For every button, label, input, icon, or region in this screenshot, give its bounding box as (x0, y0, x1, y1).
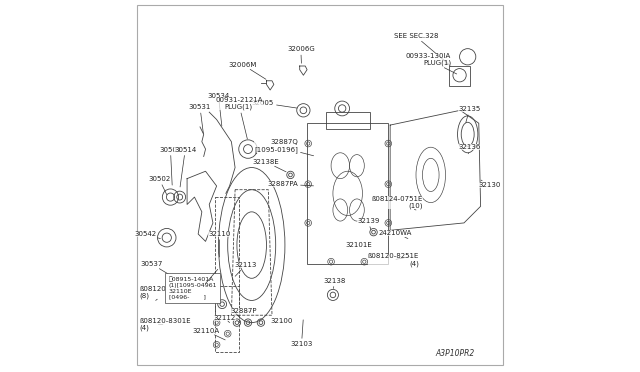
Text: 32139: 32139 (357, 218, 380, 230)
Text: 30514: 30514 (174, 147, 196, 187)
Text: 32006M: 32006M (229, 62, 266, 79)
Bar (326, 112, 370, 129)
Text: 30542: 30542 (134, 231, 161, 239)
Text: ⓜ08915-1401A
(1)[1095-04961
32110E
[0496-       ]: ⓜ08915-1401A (1)[1095-04961 32110E [0496… (168, 276, 217, 299)
Text: 30534: 30534 (207, 93, 230, 126)
Text: ß08120-8301E
(4): ß08120-8301E (4) (140, 318, 191, 331)
Text: 30502: 30502 (148, 176, 170, 195)
Text: 32110A: 32110A (192, 328, 225, 340)
Text: 32887PA: 32887PA (267, 181, 314, 187)
Text: 32136: 32136 (458, 144, 481, 154)
Text: 00933-130lA
PLUG(1): 00933-130lA PLUG(1) (406, 53, 457, 74)
Text: 32138: 32138 (324, 278, 346, 289)
Text: ß08120-8251E
(4): ß08120-8251E (4) (367, 253, 419, 267)
Text: SEE SEC.328: SEE SEC.328 (394, 33, 451, 66)
Text: 24210WA: 24210WA (378, 230, 412, 238)
Text: 32138E: 32138E (253, 159, 286, 172)
Text: 32110: 32110 (209, 231, 231, 257)
Text: 30537: 30537 (141, 261, 170, 275)
Text: ß08120-8501E
(8): ß08120-8501E (8) (140, 286, 191, 301)
Text: 32005: 32005 (252, 100, 297, 108)
Text: 32113: 32113 (234, 262, 257, 276)
Text: 30501: 30501 (159, 147, 182, 185)
Text: 32101E: 32101E (345, 242, 372, 248)
Text: A3P10PR2: A3P10PR2 (436, 349, 475, 358)
Text: 32112: 32112 (214, 315, 236, 323)
Text: 32103: 32103 (291, 320, 313, 347)
Text: 32887P: 32887P (230, 308, 257, 314)
Text: 30531: 30531 (189, 104, 211, 134)
Text: 32135: 32135 (458, 106, 481, 122)
Bar (307, 123, 388, 263)
Bar (215, 197, 239, 315)
Text: 32887Q
[1095-0196]: 32887Q [1095-0196] (254, 139, 314, 156)
Text: 32006G: 32006G (287, 46, 315, 63)
Text: 00931-2121A
PLUG(1): 00931-2121A PLUG(1) (215, 97, 262, 139)
Text: 32130: 32130 (478, 180, 500, 188)
Bar (449, 66, 470, 86)
Text: 32100: 32100 (270, 318, 292, 324)
Bar (215, 286, 239, 352)
Text: ß08124-0751E
(10): ß08124-0751E (10) (371, 196, 422, 210)
